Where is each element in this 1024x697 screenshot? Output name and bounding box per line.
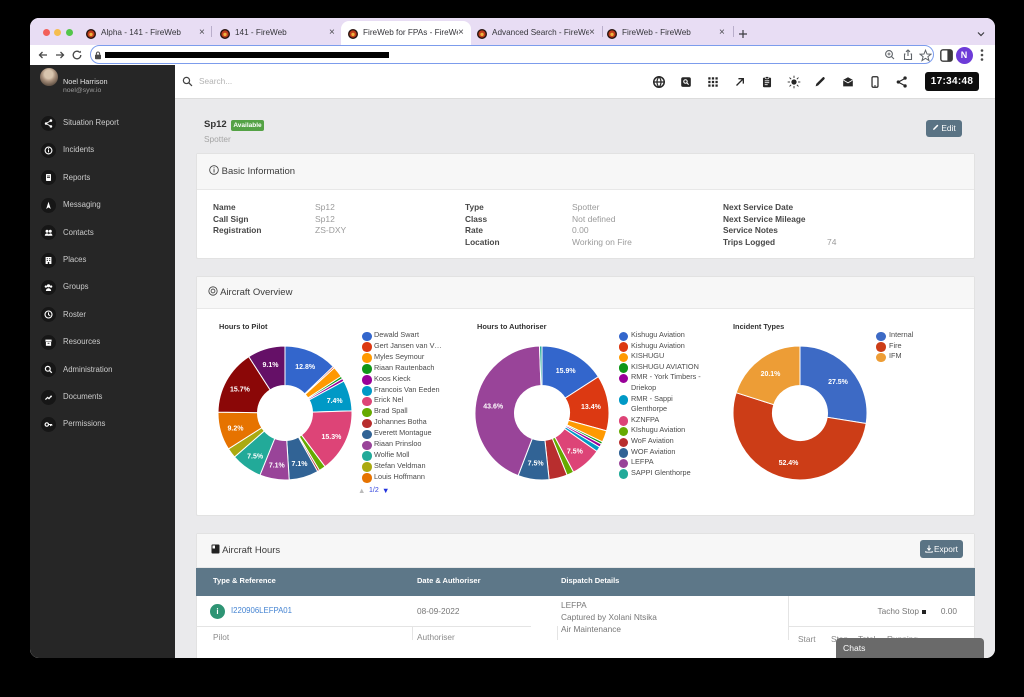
svg-text:27.5%: 27.5% (828, 379, 849, 386)
svg-text:9.2%: 9.2% (228, 426, 245, 433)
svg-text:15.7%: 15.7% (230, 387, 251, 394)
svg-text:7.5%: 7.5% (567, 449, 584, 456)
svg-text:7.5%: 7.5% (247, 453, 264, 460)
svg-text:7.1%: 7.1% (269, 462, 286, 469)
svg-text:7.1%: 7.1% (292, 461, 309, 468)
svg-text:20.1%: 20.1% (761, 371, 782, 378)
svg-text:43.6%: 43.6% (483, 403, 504, 410)
svg-text:7.5%: 7.5% (528, 461, 545, 468)
svg-text:9.1%: 9.1% (263, 362, 280, 369)
svg-text:12.8%: 12.8% (295, 364, 316, 371)
svg-text:7.4%: 7.4% (327, 398, 344, 405)
svg-text:15.3%: 15.3% (321, 434, 342, 441)
svg-text:52.4%: 52.4% (779, 460, 800, 467)
svg-text:15.9%: 15.9% (556, 368, 577, 375)
svg-text:13.4%: 13.4% (581, 404, 602, 411)
